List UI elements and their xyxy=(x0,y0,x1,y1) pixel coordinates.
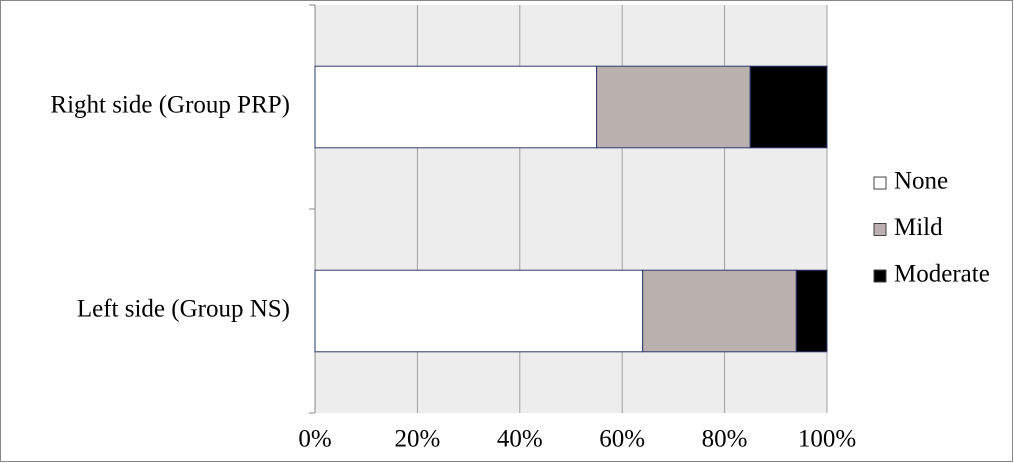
x-tick-label: 20% xyxy=(394,426,440,453)
x-tick-label: 60% xyxy=(599,426,645,453)
y-tick-label: Right side (Group PRP) xyxy=(50,92,290,119)
x-tick-label: 100% xyxy=(798,426,856,453)
bar-segment xyxy=(314,65,598,149)
x-tick-label: 80% xyxy=(702,426,748,453)
bar-segment xyxy=(642,269,797,353)
legend-swatch xyxy=(873,176,887,190)
bar-segment xyxy=(749,65,828,149)
bar-segment xyxy=(596,65,751,149)
legend-label: Mild xyxy=(894,214,943,241)
legend-swatch xyxy=(873,269,887,283)
bar-segment xyxy=(795,269,828,353)
legend-label: None xyxy=(894,168,948,195)
legend-swatch xyxy=(873,223,887,236)
x-tick-label: 0% xyxy=(298,426,331,453)
bar-segment xyxy=(314,269,644,353)
y-tick-label: Left side (Group NS) xyxy=(77,296,290,323)
x-tick-label: 40% xyxy=(497,426,543,453)
legend-label: Moderate xyxy=(894,261,990,288)
